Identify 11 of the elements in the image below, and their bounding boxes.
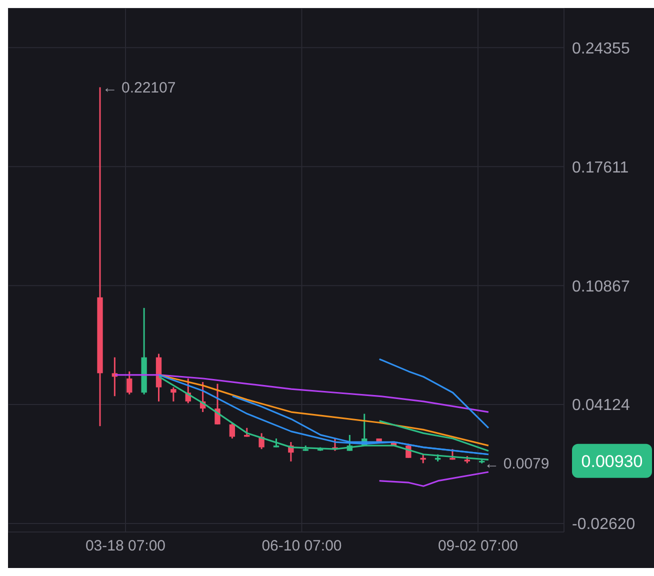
y-tick-label: 0.04124 bbox=[572, 397, 630, 414]
annotation: ← 0.0079 bbox=[484, 455, 550, 472]
annotation: ← 0.22107 bbox=[102, 79, 176, 96]
y-tick-label: 0.10867 bbox=[572, 278, 630, 296]
y-tick-label: 0.17611 bbox=[572, 159, 629, 176]
text: 0.00930 bbox=[581, 452, 643, 471]
x-tick-label: 06-10 07:00 bbox=[262, 538, 342, 555]
x-tick-label: 09-02 07:00 bbox=[438, 538, 518, 555]
y-tick-label: 0.24355 bbox=[572, 40, 630, 58]
y-tick-label: -0.02620 bbox=[572, 516, 636, 534]
x-tick-label: 03-18 07:00 bbox=[85, 538, 166, 555]
